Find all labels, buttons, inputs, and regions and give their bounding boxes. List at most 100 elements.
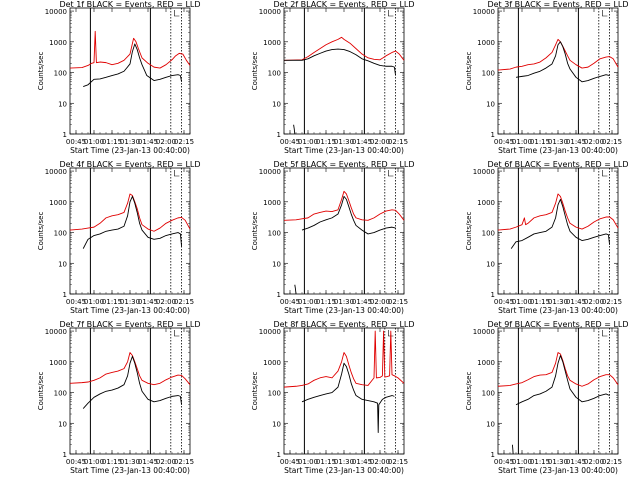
panel-det-8: Det 8f BLACK = Events, RED = LLD 1 10 100 10…: [251, 320, 415, 475]
x-tick-label: 01:15: [102, 458, 122, 466]
panel-det-9: Det 9f BLACK = Events, RED = LLD 1 10 100 10…: [465, 320, 629, 475]
y-tick-label: 1: [63, 291, 67, 299]
x-tick-label: 02:15: [602, 298, 622, 306]
y-tick-label: 10000: [259, 168, 281, 176]
x-tick-label: 01:45: [566, 298, 586, 306]
series-line-events-early: [511, 444, 514, 455]
series-line-lld: [283, 190, 405, 221]
series-line-events: [515, 41, 610, 83]
series-line-lld: [497, 193, 619, 231]
series-line-events-early: [293, 124, 296, 135]
y-tick-label: 1000: [49, 199, 67, 207]
y-tick-label: 10000: [473, 8, 495, 16]
x-tick-label: 01:00: [512, 458, 532, 466]
y-tick-label: 10: [486, 100, 495, 108]
panel-title: Det 6f BLACK = Events, RED = LLD: [487, 160, 628, 169]
y-tick-label: 10000: [45, 168, 67, 176]
series-line-events: [515, 355, 610, 406]
y-tick-label: 1000: [477, 359, 495, 367]
series-line-events-early: [294, 284, 297, 295]
x-tick-label: 01:15: [530, 138, 550, 146]
plot-frame: [69, 327, 191, 455]
x-tick-label: 01:00: [84, 298, 104, 306]
series-line-events: [82, 355, 183, 409]
panel-det-5: Det 5f BLACK = Events, RED = LLD 1 10 100 10…: [251, 160, 415, 315]
x-axis-label: Start Time (23-Jan-13 00:40:00): [284, 146, 404, 155]
plot-frame: [497, 7, 619, 135]
x-tick-label: 00:45: [280, 458, 300, 466]
plot-frame: [283, 167, 405, 295]
x-tick-label: 00:45: [66, 138, 86, 146]
x-tick-label: 00:45: [494, 458, 514, 466]
x-tick-label: 02:15: [388, 458, 408, 466]
y-tick-label: 1: [277, 451, 281, 459]
series-line-lld: [69, 352, 191, 386]
x-tick-label: 01:30: [334, 298, 354, 306]
x-tick-label: 01:45: [352, 298, 372, 306]
attenuator-marker: [388, 170, 394, 177]
y-tick-label: 10: [58, 260, 67, 268]
series-line-lld: [497, 38, 619, 71]
y-tick-label: 100: [268, 390, 281, 398]
x-tick-label: 01:15: [530, 298, 550, 306]
x-axis-label: Start Time (23-Jan-13 00:40:00): [70, 146, 190, 155]
x-tick-label: 02:15: [602, 138, 622, 146]
x-tick-label: 01:00: [298, 138, 318, 146]
x-tick-label: 02:15: [388, 298, 408, 306]
x-tick-label: 01:45: [352, 458, 372, 466]
x-tick-label: 01:45: [138, 298, 158, 306]
y-tick-label: 100: [54, 70, 67, 78]
plot-frame: [497, 167, 619, 295]
x-tick-label: 02:15: [174, 298, 194, 306]
x-tick-label: 00:45: [66, 298, 86, 306]
y-tick-label: 1000: [49, 39, 67, 47]
attenuator-marker: [174, 170, 180, 177]
y-tick-label: 100: [54, 390, 67, 398]
series-line-events: [82, 195, 183, 249]
x-tick-label: 02:00: [156, 138, 176, 146]
x-tick-label: 02:00: [584, 138, 604, 146]
y-axis-label: Counts/sec: [37, 212, 45, 251]
y-axis-label: Counts/sec: [251, 212, 259, 251]
y-tick-label: 1000: [49, 359, 67, 367]
x-axis-label: Start Time (23-Jan-13 00:40:00): [498, 306, 618, 315]
panel-title: Det 5f BLACK = Events, RED = LLD: [273, 160, 414, 169]
y-tick-label: 1000: [477, 199, 495, 207]
y-tick-label: 1: [491, 291, 495, 299]
x-tick-label: 01:45: [138, 458, 158, 466]
x-tick-label: 02:15: [174, 138, 194, 146]
x-tick-label: 01:30: [334, 138, 354, 146]
y-tick-label: 10: [272, 260, 281, 268]
x-axis-label: Start Time (23-Jan-13 00:40:00): [70, 466, 190, 475]
panel-det-1: Det 1f BLACK = Events, RED = LLD 1 10 100 10…: [37, 0, 201, 155]
panel-title: Det 9f BLACK = Events, RED = LLD: [487, 320, 628, 329]
panel-det-6: Det 6f BLACK = Events, RED = LLD 1 10 100 10…: [465, 160, 629, 315]
x-tick-label: 00:45: [280, 298, 300, 306]
x-tick-label: 01:00: [84, 138, 104, 146]
x-tick-label: 01:00: [512, 138, 532, 146]
x-tick-label: 02:00: [584, 458, 604, 466]
panel-det-4: Det 4f BLACK = Events, RED = LLD 1 10 100 10…: [37, 160, 201, 315]
series-line-lld: [283, 36, 405, 61]
y-tick-label: 100: [482, 230, 495, 238]
x-tick-label: 01:30: [334, 458, 354, 466]
x-tick-label: 01:15: [530, 458, 550, 466]
series-line-events: [301, 362, 395, 433]
y-axis-label: Counts/sec: [37, 372, 45, 411]
series-line-lld: [283, 330, 405, 388]
x-tick-label: 01:30: [548, 458, 568, 466]
attenuator-marker: [602, 330, 608, 337]
x-tick-label: 01:30: [120, 298, 140, 306]
x-tick-label: 02:15: [388, 138, 408, 146]
y-tick-label: 1000: [477, 39, 495, 47]
y-tick-label: 1: [491, 131, 495, 139]
attenuator-marker: [174, 330, 180, 337]
series-line-lld: [497, 352, 619, 387]
panel-det-7: Det 7f BLACK = Events, RED = LLD 1 10 100 10…: [37, 320, 201, 475]
y-tick-label: 1000: [263, 359, 281, 367]
x-tick-label: 02:15: [174, 458, 194, 466]
x-tick-label: 01:00: [298, 298, 318, 306]
x-axis-label: Start Time (23-Jan-13 00:40:00): [284, 306, 404, 315]
panel-title: Det 1f BLACK = Events, RED = LLD: [59, 0, 200, 9]
y-tick-label: 10000: [259, 328, 281, 336]
